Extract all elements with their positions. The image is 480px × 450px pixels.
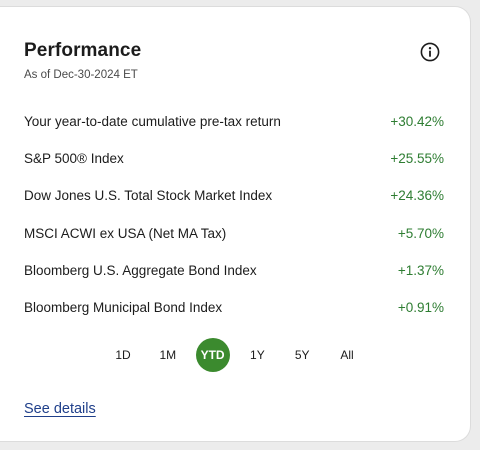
period-5y[interactable]: 5Y bbox=[294, 348, 310, 362]
performance-list: Your year-to-date cumulative pre-tax ret… bbox=[24, 103, 444, 326]
performance-row: Bloomberg Municipal Bond Index +0.91% bbox=[24, 289, 444, 326]
period-selector: 1D 1M YTD 1Y 5Y All bbox=[106, 338, 375, 372]
performance-row: S&P 500® Index +25.55% bbox=[24, 140, 444, 177]
period-1m[interactable]: 1M bbox=[159, 348, 177, 362]
row-value: +24.36% bbox=[390, 188, 444, 204]
performance-row: Bloomberg U.S. Aggregate Bond Index +1.3… bbox=[24, 252, 444, 289]
performance-card: Performance As of Dec-30-2024 ET Your ye… bbox=[0, 6, 471, 442]
row-label: Bloomberg U.S. Aggregate Bond Index bbox=[24, 262, 257, 278]
info-icon[interactable] bbox=[420, 42, 440, 62]
performance-row: Dow Jones U.S. Total Stock Market Index … bbox=[24, 177, 444, 214]
as-of-date: As of Dec-30-2024 ET bbox=[24, 69, 138, 81]
row-label: S&P 500® Index bbox=[24, 151, 124, 167]
row-value: +30.42% bbox=[390, 114, 444, 130]
performance-row: Your year-to-date cumulative pre-tax ret… bbox=[24, 103, 444, 140]
row-label: Your year-to-date cumulative pre-tax ret… bbox=[24, 114, 281, 130]
period-1y[interactable]: 1Y bbox=[250, 348, 265, 362]
row-value: +0.91% bbox=[397, 300, 444, 316]
performance-row: MSCI ACWI ex USA (Net MA Tax) +5.70% bbox=[24, 215, 444, 252]
see-details-link[interactable]: See details bbox=[24, 401, 96, 417]
row-label: Bloomberg Municipal Bond Index bbox=[24, 300, 223, 316]
row-label: MSCI ACWI ex USA (Net MA Tax) bbox=[24, 225, 227, 241]
row-value: +1.37% bbox=[397, 262, 444, 278]
period-1d[interactable]: 1D bbox=[115, 348, 131, 362]
row-label: Dow Jones U.S. Total Stock Market Index bbox=[24, 188, 273, 204]
card-title: Performance bbox=[24, 40, 142, 61]
row-value: +5.70% bbox=[397, 225, 444, 241]
row-value: +25.55% bbox=[390, 151, 444, 167]
period-all[interactable]: All bbox=[340, 348, 354, 362]
period-ytd[interactable]: YTD bbox=[195, 338, 230, 372]
